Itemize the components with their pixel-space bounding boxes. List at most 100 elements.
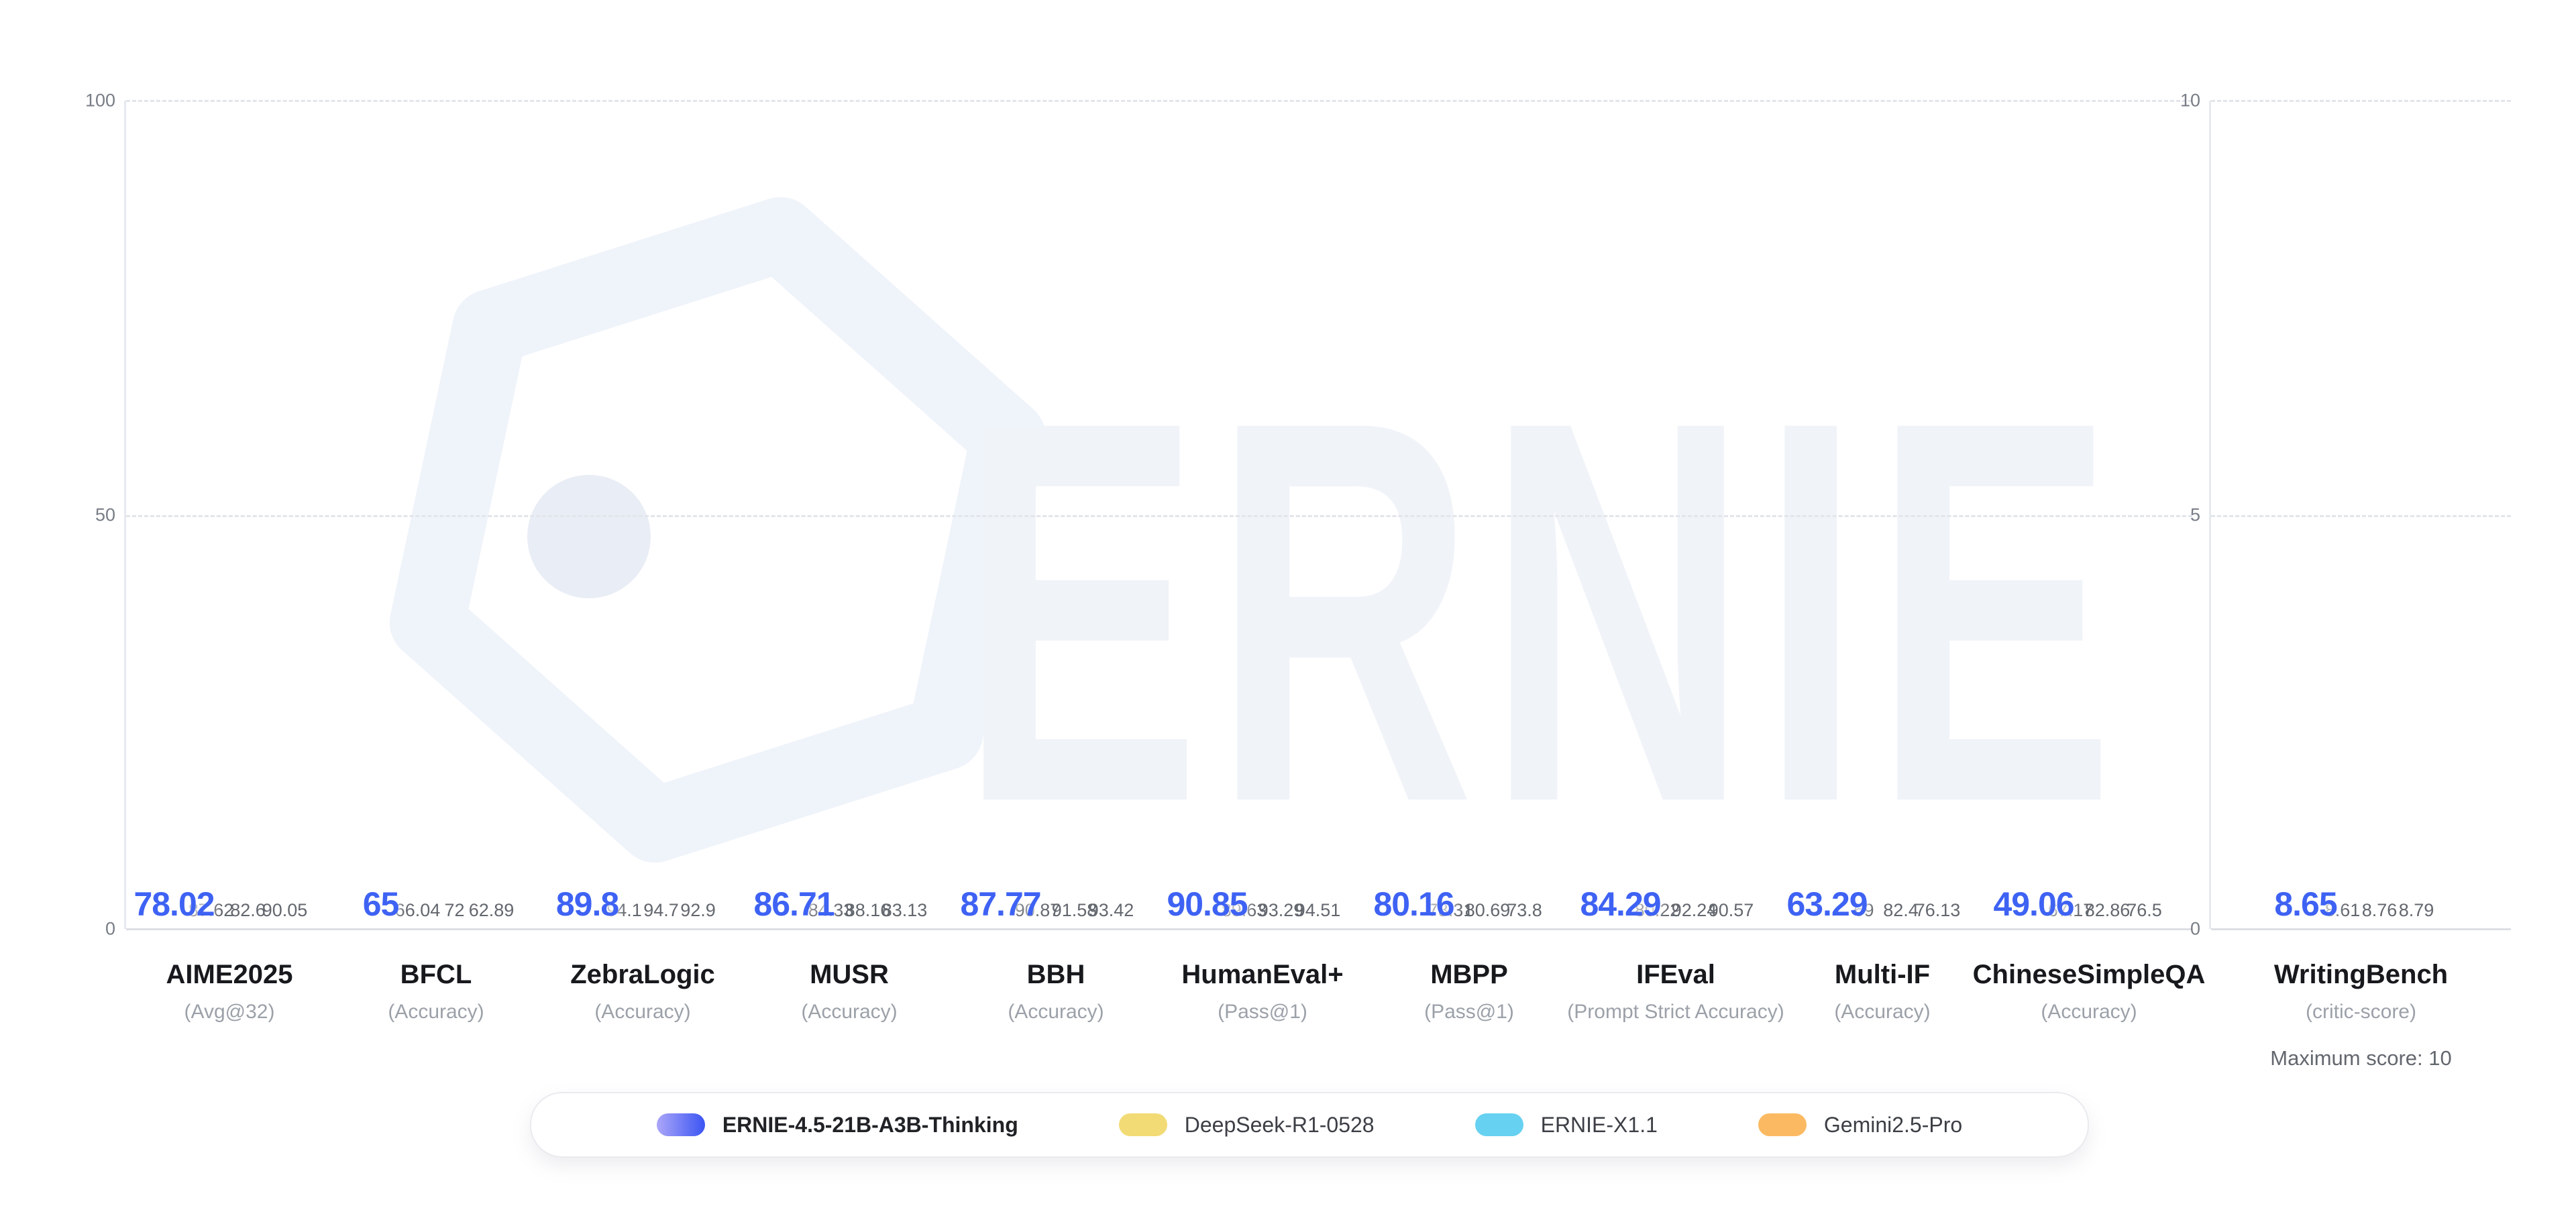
value-label: 80.16 bbox=[1373, 885, 1454, 923]
value-label: 89.8 bbox=[555, 885, 619, 923]
category-metric: (Accuracy) bbox=[1834, 1001, 1931, 1023]
value-label: 94.51 bbox=[1295, 900, 1341, 920]
value-label: 90.85 bbox=[1167, 885, 1248, 923]
gridline-10 bbox=[2211, 100, 2511, 102]
value-label: 76.13 bbox=[1915, 900, 1961, 920]
value-label: 76.5 bbox=[2127, 900, 2162, 920]
value-label: 93.29 bbox=[1258, 900, 1304, 920]
category-metric: (Prompt Strict Accuracy) bbox=[1567, 1001, 1784, 1023]
category-metric: (Accuracy) bbox=[594, 1001, 691, 1023]
category-group: 78.02 87.62 82.6 90.05 AIME2025 (Avg@32) bbox=[126, 101, 333, 1023]
legend-item-Gemini2.5-Pro[interactable]: Gemini2.5-Pro bbox=[1758, 1113, 1962, 1138]
value-label: 92.9 bbox=[680, 900, 716, 920]
value-label: 73.8 bbox=[1507, 900, 1542, 920]
bar-groups: 8.65 8.61 8.76 8.79 WritingBench (critic-scor… bbox=[2211, 101, 2511, 1070]
value-label: 87.77 bbox=[960, 885, 1041, 923]
gridline-100 bbox=[126, 100, 2192, 102]
value-label: 94.7 bbox=[643, 900, 679, 920]
category-name: ChineseSimpleQA bbox=[1972, 960, 2206, 989]
legend-swatch-icon bbox=[1118, 1113, 1167, 1136]
category-label: MUSR (Accuracy) bbox=[801, 960, 897, 1023]
category-label: IFEval (Prompt Strict Accuracy) bbox=[1567, 960, 1784, 1023]
category-group: 90.85 89.63 93.29 94.51 HumanEval+ (Pass@1) bbox=[1159, 101, 1366, 1023]
category-label: BBH (Accuracy) bbox=[1008, 960, 1104, 1023]
category-metric: (Accuracy) bbox=[801, 1001, 898, 1023]
value-label: 90.87 bbox=[1014, 900, 1061, 920]
y-axis-ticks: 10 5 0 bbox=[2180, 91, 2511, 939]
value-label: 8.61 bbox=[2324, 900, 2361, 920]
legend-label: Gemini2.5-Pro bbox=[1823, 1112, 1963, 1137]
value-label: 83.13 bbox=[881, 900, 928, 920]
bar-groups: 78.02 87.62 82.6 90.05 AIME2025 (Avg@32) 65 66.… bbox=[126, 101, 2206, 1023]
category-name: IFEval bbox=[1636, 960, 1715, 989]
category-label: AIME2025 (Avg@32) bbox=[166, 960, 293, 1023]
value-label: 69 bbox=[1854, 900, 1874, 920]
legend-label: DeepSeek-R1-0528 bbox=[1184, 1112, 1375, 1137]
category-label: ZebraLogic (Accuracy) bbox=[570, 960, 715, 1023]
category-label: ChineseSimpleQA (Accuracy) bbox=[1973, 960, 2206, 1023]
legend-label: ERNIE-X1.1 bbox=[1540, 1112, 1658, 1137]
value-label: 78.31 bbox=[1428, 900, 1474, 920]
y-tick-label: 5 bbox=[2190, 504, 2200, 524]
value-label: 8.76 bbox=[2361, 900, 2398, 920]
y-tick-label: 0 bbox=[105, 918, 115, 939]
category-metric: (critic-score) bbox=[2306, 1001, 2416, 1023]
value-label: 67.17 bbox=[2047, 900, 2094, 920]
value-label: 93.42 bbox=[1088, 900, 1134, 920]
value-label: 80.69 bbox=[1464, 900, 1511, 920]
legend-item-ERNIE-X1.1[interactable]: ERNIE-X1.1 bbox=[1474, 1112, 1658, 1138]
legend-swatch-icon bbox=[656, 1113, 705, 1136]
value-label: 88.16 bbox=[845, 900, 891, 920]
gridline-50 bbox=[126, 514, 2192, 517]
category-group: 65 66.04 72 62.89 BFCL (Accuracy) bbox=[333, 101, 539, 1023]
category-label: Multi-IF (Accuracy) bbox=[1834, 960, 1930, 1023]
legend-item-ERNIE-4.5-21B-A3B-Thinking[interactable]: ERNIE-4.5-21B-A3B-Thinking bbox=[656, 1113, 1018, 1138]
category-note: Maximum score: 10 bbox=[2270, 1046, 2452, 1070]
gridline-5 bbox=[2211, 514, 2511, 517]
category-label: MBPP (Pass@1) bbox=[1424, 960, 1514, 1023]
category-name: HumanEval+ bbox=[1181, 960, 1344, 989]
category-group: 87.77 90.87 91.58 93.42 BBH (Accuracy) bbox=[953, 101, 1159, 1023]
value-label: 65 bbox=[362, 885, 400, 923]
value-label: 94.1 bbox=[606, 900, 642, 920]
category-label: WritingBench (critic-score) Maximum score:… bbox=[2270, 960, 2451, 1070]
writingbench-panel: 10 5 0 8.65 8.61 8.76 8.79 WritingBench (critic… bbox=[2180, 91, 2511, 1070]
category-group: 89.8 94.1 94.7 92.9 ZebraLogic (Accuracy) bbox=[539, 101, 746, 1023]
category-group: 84.29 80.22 92.24 90.57 IFEval (Prompt Strict… bbox=[1567, 101, 1784, 1023]
value-label: 80.22 bbox=[1634, 900, 1680, 920]
category-group: 80.16 78.31 80.69 73.8 MBPP (Pass@1) bbox=[1366, 101, 1572, 1023]
value-label: 62.89 bbox=[468, 900, 515, 920]
category-label: HumanEval+ (Pass@1) bbox=[1181, 960, 1343, 1023]
value-label: 63.29 bbox=[1786, 885, 1868, 923]
category-metric: (Pass@1) bbox=[1218, 1001, 1307, 1023]
category-name: BBH bbox=[1026, 960, 1085, 989]
category-metric: (Pass@1) bbox=[1424, 1001, 1514, 1023]
category-name: Multi-IF bbox=[1834, 960, 1931, 989]
y-tick-label: 50 bbox=[95, 504, 115, 524]
legend-item-DeepSeek-R1-0528[interactable]: DeepSeek-R1-0528 bbox=[1118, 1112, 1375, 1138]
category-label: BFCL (Accuracy) bbox=[388, 960, 484, 1023]
category-metric: (Accuracy) bbox=[2041, 1001, 2137, 1023]
value-label: 89.63 bbox=[1221, 900, 1267, 920]
value-label: 90.05 bbox=[262, 900, 308, 920]
category-metric: (Accuracy) bbox=[388, 1001, 484, 1023]
category-group: 8.65 8.61 8.76 8.79 WritingBench (critic-scor… bbox=[2211, 101, 2511, 1070]
category-group: 63.29 69 82.4 76.13 Multi-IF (Accuracy) bbox=[1779, 101, 1986, 1023]
category-name: MUSR bbox=[810, 960, 889, 989]
value-label: 84.33 bbox=[808, 900, 854, 920]
value-label: 78.02 bbox=[133, 885, 215, 923]
value-label: 82.6 bbox=[230, 900, 266, 920]
legend: ERNIE-4.5-21B-A3B-Thinking DeepSeek-R1-05… bbox=[530, 1092, 2089, 1158]
category-name: AIME2025 bbox=[166, 960, 293, 989]
value-label: 66.04 bbox=[394, 900, 441, 920]
value-label: 49.06 bbox=[1993, 885, 2074, 923]
category-metric: (Accuracy) bbox=[1008, 1001, 1104, 1023]
value-label: 8.79 bbox=[2398, 900, 2434, 920]
y-tick-label: 10 bbox=[2180, 90, 2200, 111]
value-label: 8.65 bbox=[2274, 885, 2337, 923]
y-axis-ticks: 100 50 0 bbox=[85, 91, 2192, 939]
category-group: 49.06 67.17 82.86 76.5 ChineseSimpleQA (Accur… bbox=[1973, 101, 2206, 1023]
value-label: 87.62 bbox=[188, 900, 234, 920]
value-label: 86.71 bbox=[753, 885, 835, 923]
